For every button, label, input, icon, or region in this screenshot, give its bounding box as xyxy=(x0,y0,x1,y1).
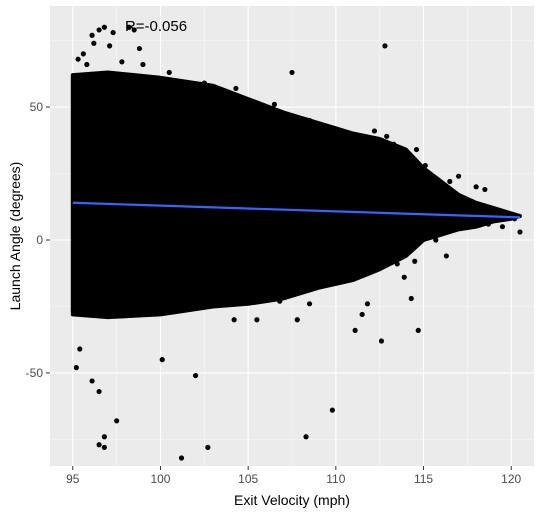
data-point xyxy=(378,338,385,344)
x-tick-label: 110 xyxy=(326,472,345,486)
data-point xyxy=(289,69,295,76)
data-point xyxy=(107,43,113,49)
data-point xyxy=(417,181,423,187)
data-point xyxy=(447,178,453,185)
data-point xyxy=(119,59,125,65)
data-point xyxy=(342,131,348,137)
data-point xyxy=(371,128,378,134)
data-point xyxy=(306,301,313,307)
data-point xyxy=(77,346,83,352)
data-point xyxy=(101,434,107,440)
data-point xyxy=(166,69,172,76)
data-point xyxy=(499,224,506,230)
data-point xyxy=(101,24,107,30)
axis-ticks: 95 100 105 110 115 120 -50 0 50 xyxy=(26,100,522,486)
data-point xyxy=(96,27,102,33)
x-tick-label: 100 xyxy=(150,472,170,486)
data-point xyxy=(140,61,146,68)
data-point xyxy=(96,442,102,448)
data-point xyxy=(426,173,432,179)
data-point xyxy=(89,32,95,38)
data-point xyxy=(159,357,165,363)
data-point xyxy=(473,184,479,190)
data-point xyxy=(192,372,199,379)
data-point xyxy=(294,317,300,323)
data-point xyxy=(382,43,388,49)
data-point xyxy=(413,146,420,153)
data-point xyxy=(364,301,371,307)
data-point xyxy=(101,444,107,450)
x-tick-label: 105 xyxy=(238,472,258,486)
x-tick-label: 115 xyxy=(414,472,433,486)
data-point xyxy=(359,311,365,318)
y-tick-label: 50 xyxy=(30,100,44,114)
data-point xyxy=(415,327,421,333)
y-tick-label: 0 xyxy=(36,233,43,247)
data-point xyxy=(401,274,407,280)
correlation-annotation: R=-0.056 xyxy=(125,18,187,35)
data-point xyxy=(503,210,509,216)
data-point xyxy=(80,51,86,57)
data-point xyxy=(131,27,137,33)
trend-line xyxy=(72,201,521,219)
data-point xyxy=(231,317,237,323)
data-point xyxy=(485,221,492,227)
data-point xyxy=(114,418,120,424)
data-points xyxy=(73,24,523,461)
data-point xyxy=(408,295,414,302)
data-point xyxy=(440,229,446,235)
data-point xyxy=(422,162,428,169)
data-point xyxy=(205,444,211,450)
data-point xyxy=(482,186,488,193)
data-point xyxy=(352,327,358,333)
data-point xyxy=(126,24,132,30)
data-point xyxy=(517,229,523,235)
data-point xyxy=(391,141,397,147)
data-point xyxy=(89,378,95,384)
data-point xyxy=(254,317,260,323)
data-point xyxy=(201,80,207,86)
data-point xyxy=(384,133,390,139)
data-point xyxy=(443,253,449,259)
data-point xyxy=(271,101,278,107)
data-point xyxy=(436,221,442,227)
data-point xyxy=(73,365,79,371)
y-tick-label: -50 xyxy=(26,366,44,380)
data-point xyxy=(329,407,335,413)
data-point xyxy=(441,184,448,190)
data-point xyxy=(277,298,283,304)
data-point xyxy=(75,56,81,62)
data-point xyxy=(84,61,90,68)
x-tick-label: 120 xyxy=(501,472,521,486)
data-point xyxy=(178,455,185,461)
data-point xyxy=(91,40,97,46)
trend-line-group xyxy=(72,201,521,219)
data-point xyxy=(433,237,439,243)
data-point xyxy=(394,261,400,267)
x-axis-title: Exit Velocity (mph) xyxy=(234,492,350,508)
data-point xyxy=(303,434,309,440)
data-point xyxy=(110,29,116,36)
data-point xyxy=(464,208,470,214)
data-point xyxy=(136,45,143,52)
data-point xyxy=(452,197,458,203)
data-point xyxy=(324,141,330,147)
data-point xyxy=(387,242,393,248)
data-point xyxy=(354,144,360,150)
x-tick-label: 95 xyxy=(66,472,80,486)
y-axis-title: Launch Angle (degrees) xyxy=(7,162,23,311)
data-point xyxy=(233,85,239,92)
data-point xyxy=(96,388,102,395)
data-point xyxy=(306,117,313,123)
data-point xyxy=(412,258,418,264)
data-point xyxy=(455,173,462,179)
